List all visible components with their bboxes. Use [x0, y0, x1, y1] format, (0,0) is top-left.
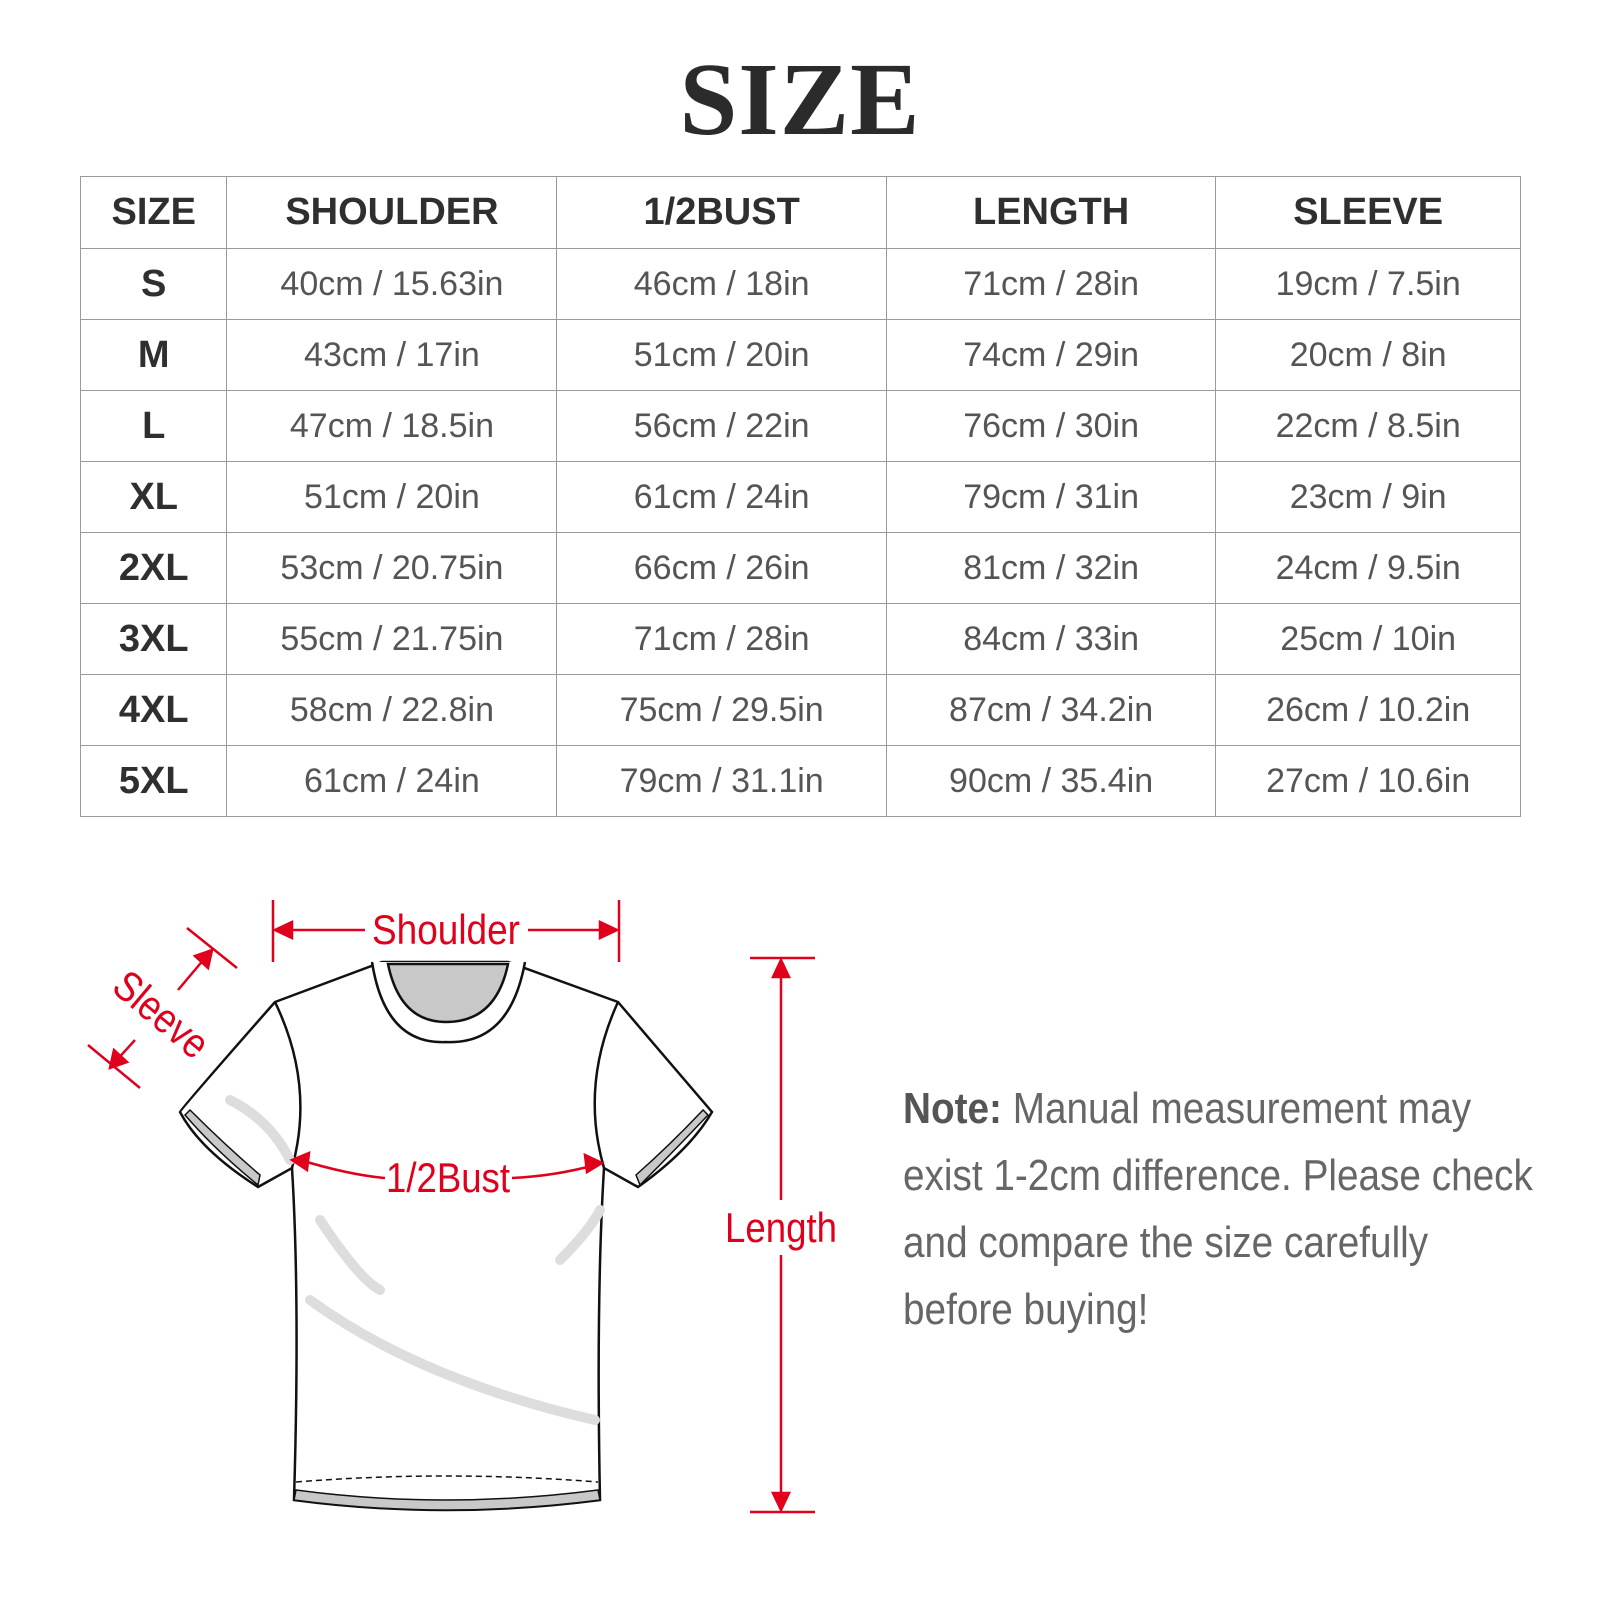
column-header: LENGTH	[885, 176, 1217, 249]
measurement-cell: 90cm / 35.4in	[885, 745, 1217, 817]
measurement-cell: 61cm / 24in	[556, 461, 887, 533]
column-header: SLEEVE	[1215, 176, 1521, 249]
arrowhead-icon	[598, 920, 620, 940]
measurement-cell: 43cm / 17in	[226, 319, 558, 391]
note-text: Note: Manual measurement may exist 1-2cm…	[903, 1075, 1537, 1343]
size-cell: 4XL	[79, 674, 228, 746]
measurement-cell: 79cm / 31.1in	[556, 745, 887, 817]
size-cell: XL	[79, 461, 228, 533]
table-header-row: SIZE SHOULDER 1/2BUST LENGTH SLEEVE	[79, 176, 1521, 249]
measurement-cell: 79cm / 31in	[885, 461, 1217, 533]
size-cell: 3XL	[79, 603, 228, 675]
measurement-cell: 40cm / 15.63in	[226, 248, 558, 320]
measurement-cell: 56cm / 22in	[556, 390, 887, 462]
measurement-cell: 22cm / 8.5in	[1215, 390, 1521, 462]
measurement-arrows	[87, 900, 815, 1514]
size-cell: 5XL	[79, 745, 228, 817]
measurement-cell: 75cm / 29.5in	[556, 674, 887, 746]
size-cell: M	[79, 319, 228, 391]
measurement-cell: 46cm / 18in	[556, 248, 887, 320]
note-label: Note:	[903, 1084, 1002, 1133]
measurement-cell: 26cm / 10.2in	[1215, 674, 1521, 746]
measurement-cell: 53cm / 20.75in	[226, 532, 558, 604]
table-row: S 40cm / 15.63in 46cm / 18in 71cm / 28in 19c…	[79, 248, 1521, 320]
column-header: SIZE	[79, 176, 228, 249]
table-row: 3XL 55cm / 21.75in 71cm / 28in 84cm / 33in 2…	[79, 603, 1521, 675]
table-row: XL 51cm / 20in 61cm / 24in 79cm / 31in 23cm …	[79, 461, 1521, 533]
measurement-cell: 76cm / 30in	[885, 390, 1217, 462]
measurement-cell: 20cm / 8in	[1215, 319, 1521, 391]
measurement-cell: 61cm / 24in	[226, 745, 558, 817]
size-table: SIZE SHOULDER 1/2BUST LENGTH SLEEVE S 40cm / …	[79, 176, 1521, 817]
column-header: 1/2BUST	[556, 176, 887, 249]
measurement-cell: 58cm / 22.8in	[226, 674, 558, 746]
measurement-cell: 74cm / 29in	[885, 319, 1217, 391]
page-title: SIZE	[679, 42, 921, 157]
arrowhead-icon	[272, 920, 294, 940]
measurement-cell: 19cm / 7.5in	[1215, 248, 1521, 320]
measurement-cell: 24cm / 9.5in	[1215, 532, 1521, 604]
shoulder-label: Shoulder	[372, 906, 520, 953]
table-row: 5XL 61cm / 24in 79cm / 31.1in 90cm / 35.4in…	[79, 745, 1521, 817]
size-cell: S	[79, 248, 228, 320]
measurement-cell: 55cm / 21.75in	[226, 603, 558, 675]
table-row: 4XL 58cm / 22.8in 75cm / 29.5in 87cm / 34.2…	[79, 674, 1521, 746]
sleeve-label: Sleeve	[104, 961, 218, 1068]
measurement-cell: 84cm / 33in	[885, 603, 1217, 675]
size-cell: L	[79, 390, 228, 462]
table-row: L 47cm / 18.5in 56cm / 22in 76cm / 30in 22cm…	[79, 390, 1521, 462]
measurement-cell: 51cm / 20in	[556, 319, 887, 391]
tshirt-icon	[178, 960, 714, 1512]
note-body: Manual measurement may exist 1-2cm diffe…	[903, 1084, 1533, 1334]
table-row: M 43cm / 17in 51cm / 20in 74cm / 29in 20cm /…	[79, 319, 1521, 391]
measurement-cell: 51cm / 20in	[226, 461, 558, 533]
measurement-cell: 66cm / 26in	[556, 532, 887, 604]
measurement-cell: 81cm / 32in	[885, 532, 1217, 604]
measurement-cell: 25cm / 10in	[1215, 603, 1521, 675]
measurement-cell: 27cm / 10.6in	[1215, 745, 1521, 817]
measurement-cell: 23cm / 9in	[1215, 461, 1521, 533]
length-label: Length	[725, 1204, 837, 1251]
measurement-cell: 71cm / 28in	[556, 603, 887, 675]
measurement-cell: 87cm / 34.2in	[885, 674, 1217, 746]
bust-label: 1/2Bust	[386, 1154, 510, 1201]
measurement-cell: 71cm / 28in	[885, 248, 1217, 320]
table-row: 2XL 53cm / 20.75in 66cm / 26in 81cm / 32in 2…	[79, 532, 1521, 604]
fold-shading	[225, 1095, 605, 1425]
